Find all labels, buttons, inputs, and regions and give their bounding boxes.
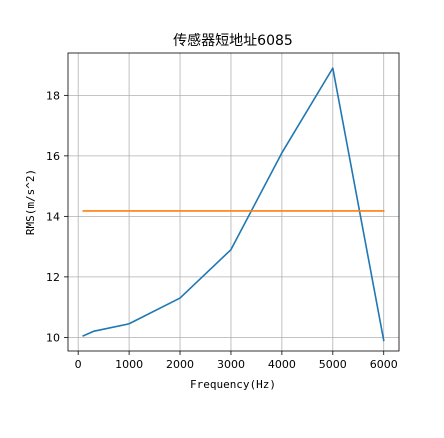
x-tick-label: 3000: [217, 358, 245, 371]
y-axis-ticks: 10 12 14 16 18: [46, 89, 68, 344]
x-tick-label: 0: [75, 358, 82, 371]
y-tick-label: 14: [46, 210, 60, 223]
series-group: [82, 67, 385, 342]
y-tick-label: 18: [46, 89, 60, 102]
y-tick-label: 16: [46, 150, 60, 163]
y-tick-label: 12: [46, 271, 60, 284]
series-line-1: [82, 67, 385, 342]
x-tick-label: 5000: [319, 358, 347, 371]
x-tick-label: 6000: [370, 358, 398, 371]
y-tick-label: 10: [46, 331, 60, 344]
x-tick-label: 4000: [268, 358, 296, 371]
grid: [68, 53, 399, 351]
y-axis-label: RMS(m/s^2): [24, 169, 37, 235]
x-tick-label: 1000: [115, 358, 143, 371]
x-tick-label: 2000: [166, 358, 194, 371]
x-axis-label: Frequency(Hz): [190, 378, 276, 391]
x-axis-ticks: 0 1000 2000 3000 4000 5000 6000: [75, 351, 398, 371]
plot-frame: [67, 52, 400, 352]
chart-title: 传感器短地址6085: [173, 32, 293, 49]
